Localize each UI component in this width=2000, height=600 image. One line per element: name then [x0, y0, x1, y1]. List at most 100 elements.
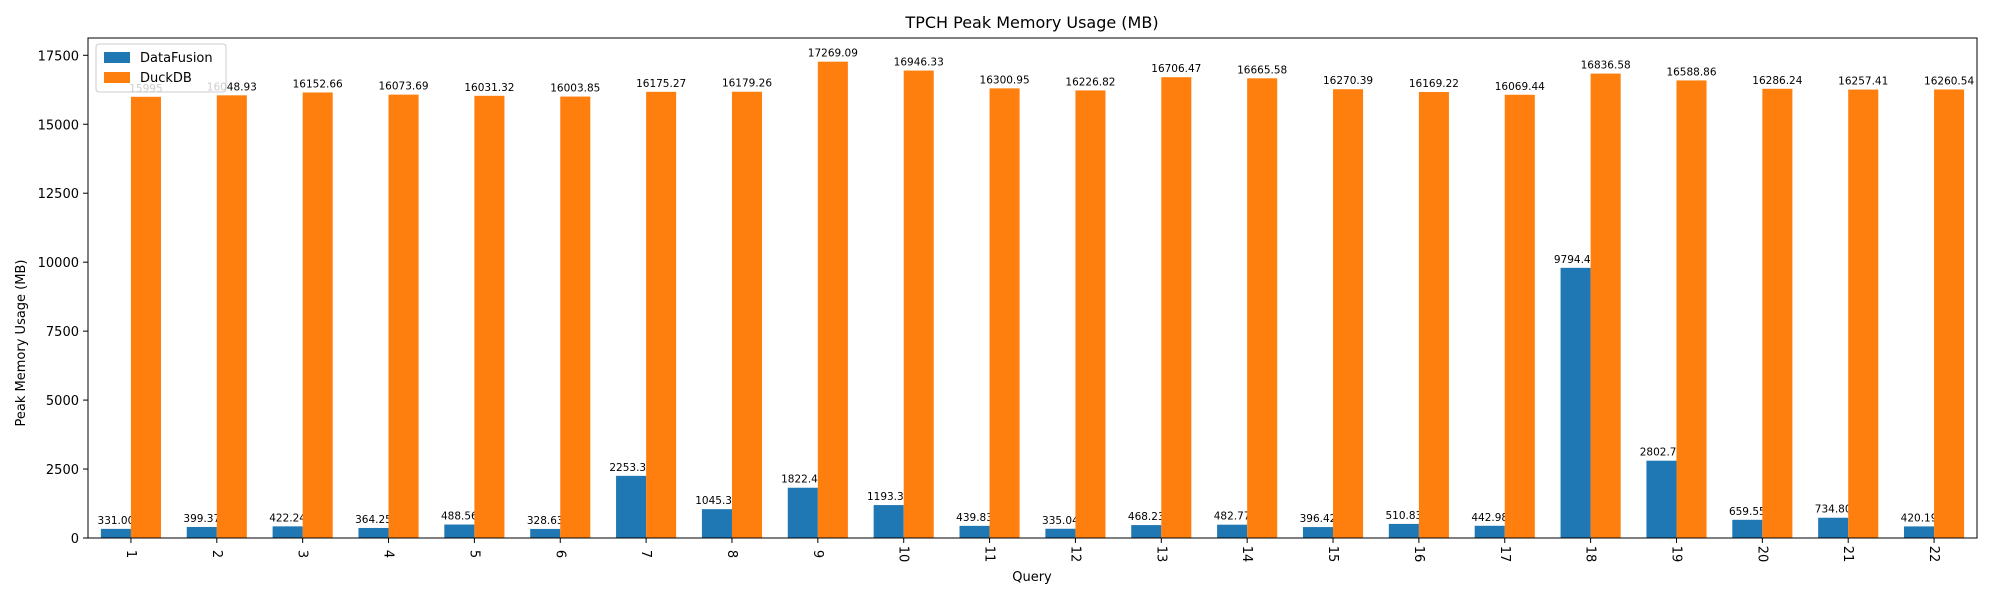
data-label: 16031.32 — [464, 82, 514, 94]
data-label: 335.04 — [1042, 515, 1079, 527]
bar-datafusion-q6 — [530, 528, 561, 538]
data-label: 659.55 — [1729, 506, 1766, 518]
legend-label-datafusion: DataFusion — [140, 51, 213, 66]
bar-duckdb-q3 — [302, 92, 333, 538]
data-label: 422.24 — [269, 512, 306, 524]
x-tick-label: 19 — [1668, 546, 1683, 563]
bar-duckdb-q22 — [1934, 89, 1965, 538]
data-label: 17269.09 — [808, 48, 858, 60]
x-tick-label: 9 — [810, 550, 825, 558]
data-label: 1045.34 — [695, 495, 739, 507]
bar-duckdb-q12 — [1075, 90, 1106, 539]
bar-datafusion-q11 — [959, 525, 990, 538]
data-label: 16588.86 — [1666, 66, 1716, 78]
bar-duckdb-q9 — [817, 61, 848, 538]
bar-duckdb-q17 — [1504, 94, 1535, 538]
x-tick-label: 20 — [1754, 546, 1769, 563]
x-tick-label: 15 — [1325, 546, 1340, 563]
bar-duckdb-q19 — [1676, 80, 1707, 539]
y-tick-label: 7500 — [46, 325, 79, 340]
y-tick-label: 10000 — [38, 256, 79, 271]
bar-datafusion-q9 — [787, 487, 818, 538]
data-label: 399.37 — [183, 513, 220, 525]
x-tick-label: 8 — [724, 550, 739, 558]
data-label: 16665.58 — [1237, 64, 1287, 76]
plot-area: 0 2500 5000 7500 10000 12500 15000 17500 331.00 3… — [38, 37, 1978, 563]
data-label: 16069.44 — [1495, 81, 1545, 93]
data-label: 16226.82 — [1065, 76, 1115, 88]
data-label: 16946.33 — [894, 57, 944, 69]
y-tick-label: 2500 — [46, 463, 79, 478]
data-label: 439.83 — [956, 512, 993, 524]
bar-duckdb-q4 — [388, 94, 419, 539]
bar-duckdb-q20 — [1762, 88, 1793, 538]
x-tick-label: 6 — [552, 550, 567, 558]
bar-datafusion-q2 — [186, 526, 217, 538]
legend-swatch-duckdb — [104, 72, 130, 83]
y-tick-label: 5000 — [46, 394, 79, 409]
chart-title: TPCH Peak Memory Usage (MB) — [904, 13, 1158, 32]
x-tick-label: 17 — [1497, 546, 1512, 563]
data-label: 442.98 — [1471, 512, 1508, 524]
data-label: 16260.54 — [1924, 75, 1974, 87]
bar-datafusion-q1 — [100, 528, 131, 538]
y-tick-label: 15000 — [38, 118, 79, 133]
data-label: 396.42 — [1300, 513, 1337, 525]
data-label: 16300.95 — [980, 74, 1030, 86]
data-label: 1822.47 — [781, 474, 824, 486]
bar-datafusion-q22 — [1904, 526, 1935, 538]
data-label: 16003.85 — [550, 83, 600, 95]
axes-frame — [87, 37, 1978, 539]
x-tick-label: 21 — [1840, 546, 1855, 563]
data-label: 420.19 — [1901, 512, 1938, 524]
x-tick-label: 18 — [1583, 546, 1598, 563]
bar-datafusion-q8 — [701, 509, 732, 538]
data-label: 510.83 — [1385, 510, 1422, 522]
x-axis-label: Query — [1012, 570, 1052, 585]
x-tick-label: 1 — [123, 550, 138, 558]
bar-datafusion-q15 — [1302, 527, 1334, 538]
bar-duckdb-q10 — [903, 70, 934, 538]
x-tick-label: 12 — [1067, 546, 1082, 563]
data-label: 2253.33 — [609, 462, 652, 474]
bar-duckdb-q1 — [130, 96, 161, 538]
x-tick-label: 10 — [896, 546, 911, 563]
y-tick-label: 17500 — [38, 49, 79, 64]
bar-duckdb-q21 — [1848, 89, 1879, 538]
x-tick-label: 3 — [295, 550, 310, 558]
data-label: 9794.47 — [1554, 254, 1597, 266]
x-tick-label: 7 — [638, 550, 653, 558]
bar-datafusion-q4 — [358, 527, 389, 538]
data-label: 16270.39 — [1323, 75, 1373, 87]
bar-duckdb-q13 — [1161, 77, 1192, 538]
bar-datafusion-q13 — [1131, 525, 1162, 538]
bar-datafusion-q14 — [1217, 524, 1248, 538]
bar-datafusion-q10 — [873, 505, 904, 538]
y-axis-label: Peak Memory Usage (MB) — [14, 260, 29, 427]
data-label: 2802.70 — [1640, 447, 1683, 459]
data-label: 488.56 — [441, 511, 478, 523]
bar-duckdb-q18 — [1590, 73, 1621, 538]
bar-duckdb-q7 — [646, 91, 677, 538]
data-label: 468.23 — [1128, 511, 1165, 523]
data-label: 16073.69 — [378, 81, 428, 93]
bar-duckdb-q2 — [216, 95, 247, 539]
x-tick-label: 5 — [466, 550, 481, 558]
bar-duckdb-q16 — [1418, 92, 1449, 538]
data-label: 16152.66 — [293, 78, 343, 90]
data-label: 16175.27 — [636, 78, 686, 90]
data-label: 328.63 — [527, 515, 564, 527]
x-tick-label: 22 — [1926, 546, 1941, 563]
data-label: 734.80 — [1815, 504, 1852, 516]
bar-duckdb-q8 — [731, 91, 763, 539]
x-tick-label: 4 — [381, 550, 396, 558]
legend-swatch-datafusion — [104, 52, 130, 63]
bar-datafusion-q20 — [1732, 519, 1763, 538]
bar-datafusion-q21 — [1818, 517, 1849, 538]
data-label: 16179.26 — [722, 78, 772, 90]
bar-duckdb-q6 — [560, 96, 591, 538]
data-label: 16169.22 — [1409, 78, 1459, 90]
bar-duckdb-q5 — [474, 95, 505, 538]
bar-datafusion-q17 — [1474, 525, 1505, 538]
